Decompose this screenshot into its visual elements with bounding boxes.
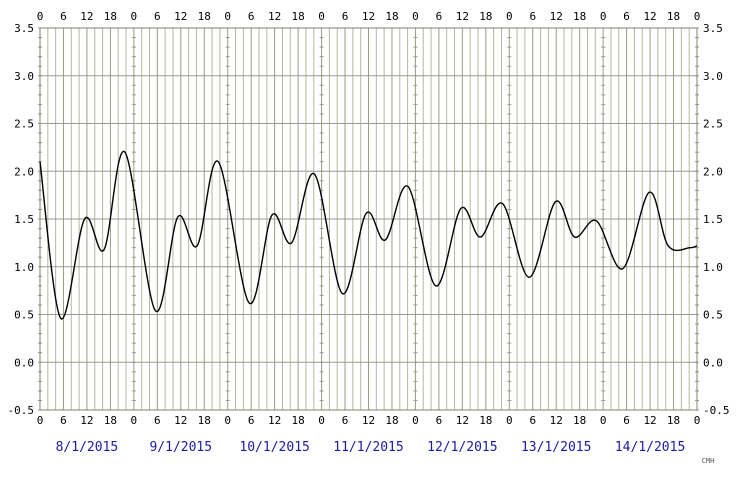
- hour-tick-label-top: 12: [456, 10, 469, 23]
- hour-tick-label-top: 0: [600, 10, 607, 23]
- hour-tick-label-bottom: 18: [104, 414, 117, 427]
- hour-tick-label-bottom: 0: [37, 414, 44, 427]
- hour-tick-label-bottom: 6: [154, 414, 161, 427]
- hour-tick-label-top: 18: [291, 10, 304, 23]
- y-tick-label-right: -0.5: [703, 404, 730, 417]
- y-tick-label-right: 0.0: [703, 356, 723, 369]
- hour-tick-label-top: 6: [436, 10, 443, 23]
- y-tick-label-right: 3.5: [703, 22, 723, 35]
- hour-tick-label-top: 0: [131, 10, 138, 23]
- hour-tick-label-top: 18: [385, 10, 398, 23]
- hour-tick-label-top: 0: [506, 10, 513, 23]
- date-label: 13/1/2015: [521, 440, 591, 455]
- hour-tick-label-bottom: 12: [362, 414, 375, 427]
- hour-tick-label-bottom: 0: [694, 414, 701, 427]
- date-label: 10/1/2015: [239, 440, 309, 455]
- y-tick-label-left: 0.0: [14, 356, 34, 369]
- hour-tick-label-bottom: 0: [600, 414, 607, 427]
- hour-tick-label-bottom: 0: [131, 414, 138, 427]
- y-tick-label-left: 0.5: [14, 309, 34, 322]
- hour-tick-label-top: 0: [224, 10, 231, 23]
- hour-tick-label-top: 18: [104, 10, 117, 23]
- date-label: 14/1/2015: [615, 440, 685, 455]
- hour-tick-label-top: 12: [268, 10, 281, 23]
- hour-tick-label-bottom: 6: [248, 414, 255, 427]
- y-tick-label-left: 3.5: [14, 22, 34, 35]
- y-tick-label-left: 1.0: [14, 261, 34, 274]
- y-axis-right-labels: -0.5 0.0 0.5 1.0 1.5 2.0 2.5 3.0 3.5: [703, 22, 730, 417]
- hour-tick-label-top: 12: [550, 10, 563, 23]
- hour-tick-label-bottom: 0: [506, 414, 513, 427]
- hour-tick-label-bottom: 6: [529, 414, 536, 427]
- hour-tick-label-top: 18: [667, 10, 680, 23]
- hour-tick-label-top: 0: [694, 10, 701, 23]
- hour-tick-label-bottom: 18: [573, 414, 586, 427]
- y-tick-label-left: 3.0: [14, 70, 34, 83]
- hour-tick-label-bottom: 6: [623, 414, 630, 427]
- hour-tick-label-bottom: 6: [342, 414, 349, 427]
- hour-tick-label-top: 6: [342, 10, 349, 23]
- hour-tick-label-top: 18: [479, 10, 492, 23]
- hour-tick-label-bottom: 18: [291, 414, 304, 427]
- hour-tick-label-top: 0: [37, 10, 44, 23]
- hour-tick-label-top: 12: [362, 10, 375, 23]
- hour-tick-label-bottom: 12: [550, 414, 563, 427]
- hour-tick-label-bottom: 12: [80, 414, 93, 427]
- y-tick-label-right: 1.0: [703, 261, 723, 274]
- x-axis-hour-labels: 0 6 12 18 0 6 12 18 0 6 12 18 0 6 12 18 0 6 12 18 0 6 12 18 0 6 12…: [37, 10, 701, 427]
- y-tick-label-right: 2.5: [703, 118, 723, 131]
- series-group: [39, 150, 698, 320]
- hour-tick-label-top: 12: [80, 10, 93, 23]
- y-tick-label-left: 1.5: [14, 213, 34, 226]
- hour-tick-label-bottom: 0: [318, 414, 325, 427]
- hour-tick-label-top: 0: [318, 10, 325, 23]
- hour-tick-label-bottom: 12: [268, 414, 281, 427]
- hour-tick-label-top: 6: [60, 10, 67, 23]
- y-tick-label-right: 3.0: [703, 70, 723, 83]
- y-tick-label-right: 0.5: [703, 309, 723, 322]
- hour-tick-label-bottom: 12: [456, 414, 469, 427]
- y-tick-label-right: 1.5: [703, 213, 723, 226]
- hour-tick-label-bottom: 0: [412, 414, 419, 427]
- hour-tick-label-bottom: 18: [667, 414, 680, 427]
- hour-tick-label-top: 12: [643, 10, 656, 23]
- y-axis-left-labels: -0.5 0.0 0.5 1.0 1.5 2.0 2.5 3.0 3.5: [8, 22, 35, 417]
- date-label: 11/1/2015: [333, 440, 403, 455]
- hour-tick-label-bottom: 12: [643, 414, 656, 427]
- hour-tick-label-bottom: 0: [224, 414, 231, 427]
- hour-tick-label-top: 12: [174, 10, 187, 23]
- hour-tick-label-bottom: 18: [385, 414, 398, 427]
- hour-tick-label-top: 6: [623, 10, 630, 23]
- credit-label: CMH: [702, 457, 715, 465]
- hour-tick-label-top: 6: [154, 10, 161, 23]
- hour-tick-label-bottom: 18: [479, 414, 492, 427]
- hour-tick-label-bottom: 18: [198, 414, 211, 427]
- hour-tick-label-top: 18: [198, 10, 211, 23]
- hour-tick-label-top: 18: [573, 10, 586, 23]
- date-label: 8/1/2015: [56, 440, 119, 455]
- hour-tick-label-top: 6: [529, 10, 536, 23]
- hour-tick-label-bottom: 6: [436, 414, 443, 427]
- hour-tick-label-bottom: 12: [174, 414, 187, 427]
- hour-tick-label-bottom: 6: [60, 414, 67, 427]
- date-label: 9/1/2015: [149, 440, 212, 455]
- y-tick-label-right: 2.0: [703, 165, 723, 178]
- y-tick-label-left: 2.0: [14, 165, 34, 178]
- hour-tick-label-top: 0: [412, 10, 419, 23]
- x-axis-date-labels: 8/1/2015 9/1/2015 10/1/2015 11/1/2015 12/1/2…: [56, 440, 686, 455]
- series-line: [39, 150, 698, 320]
- plot-frame: [39, 27, 698, 411]
- date-label: 12/1/2015: [427, 440, 497, 455]
- y-tick-label-left: 2.5: [14, 118, 34, 131]
- hour-tick-label-top: 6: [248, 10, 255, 23]
- y-tick-label-left: -0.5: [8, 404, 35, 417]
